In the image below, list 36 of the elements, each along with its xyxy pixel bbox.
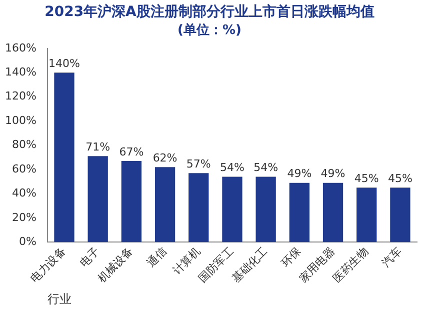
y-tick-label: 40% (12, 186, 36, 200)
bar (390, 188, 410, 242)
data-label: 71% (86, 140, 110, 154)
data-label: 49% (287, 167, 312, 180)
bar (188, 173, 209, 242)
bar (88, 156, 108, 242)
y-tick-label: 160% (4, 41, 36, 54)
y-tick-label: 20% (12, 210, 36, 224)
bar (121, 161, 142, 242)
data-label: 140% (48, 56, 80, 70)
y-tick-label: 100% (4, 114, 36, 127)
data-label: 67% (119, 145, 144, 158)
x-tick-label: 环保 (278, 244, 304, 270)
chart-title: 2023年沪深A股注册制部分行业上市首日涨跌幅均值 (44, 3, 374, 20)
y-tick-label: 60% (12, 162, 36, 176)
data-label: 54% (254, 161, 278, 174)
y-tick-label: 120% (4, 90, 36, 103)
data-label: 49% (320, 167, 346, 180)
bar (322, 182, 344, 242)
bar (154, 167, 176, 242)
y-tick-label: 80% (12, 138, 36, 152)
data-label: 62% (152, 151, 178, 164)
x-tick-label: 汽车 (380, 244, 404, 270)
bar (356, 188, 377, 242)
bar (222, 176, 242, 242)
chart-subtitle: (单位：%) (178, 22, 242, 38)
bar (256, 176, 276, 242)
data-label: 45% (354, 172, 379, 186)
data-label: 45% (388, 172, 412, 186)
data-label: 57% (186, 157, 211, 170)
y-tick-label: 140% (4, 65, 36, 78)
bar (289, 182, 310, 242)
data-label: 54% (220, 161, 244, 174)
bar (54, 72, 74, 242)
x-axis-title: 行业 (47, 292, 72, 306)
x-tick-label: 通信 (144, 244, 170, 270)
